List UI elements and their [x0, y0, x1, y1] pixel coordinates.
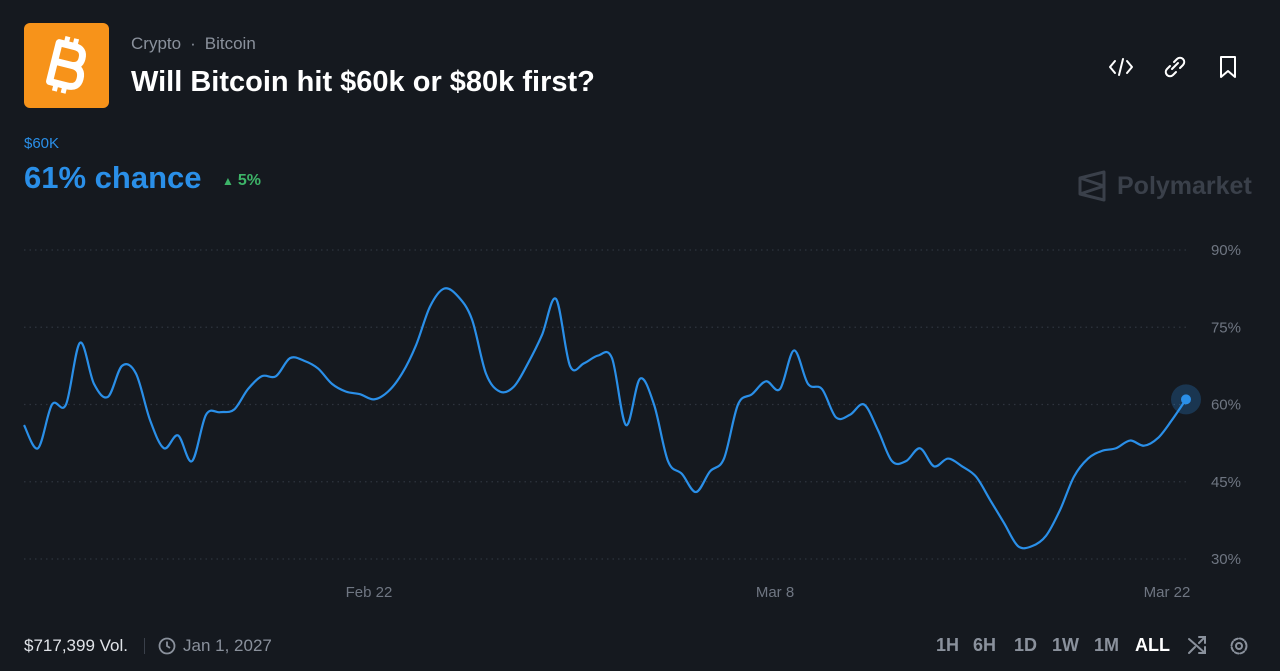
change: ▲ 5% — [222, 172, 262, 189]
range-button[interactable]: 1D — [1014, 635, 1038, 655]
x-tick-label: Mar 22 — [1144, 584, 1191, 601]
y-tick-label: 90% — [1211, 242, 1241, 259]
y-tick-label: 45% — [1211, 474, 1241, 491]
divider — [144, 638, 145, 654]
x-tick-label: Mar 8 — [756, 584, 794, 601]
chance: 61% chance — [24, 160, 202, 195]
change-value: 5% — [237, 172, 262, 189]
category-link[interactable]: Bitcoin — [204, 34, 256, 53]
range-button[interactable]: ALL — [1135, 635, 1170, 655]
end-date: Jan 1, 2027 — [183, 636, 272, 655]
last-point — [1181, 394, 1191, 405]
range-button[interactable]: 1H — [936, 635, 960, 655]
brand: Polymarket — [1117, 172, 1252, 200]
y-tick-label: 30% — [1211, 551, 1241, 568]
bookmark-button[interactable] — [1220, 56, 1236, 78]
breadcrumb: Crypto · Bitcoin — [131, 34, 256, 53]
category-link[interactable]: Crypto — [131, 34, 182, 53]
settings-button[interactable] — [1230, 637, 1248, 655]
x-tick-label: Feb 22 — [346, 584, 393, 601]
y-tick-label: 60% — [1211, 397, 1241, 414]
clock-icon — [158, 637, 176, 655]
range-button[interactable]: 1W — [1052, 635, 1079, 655]
volume: $717,399 Vol. — [24, 636, 128, 655]
action-icons — [1109, 56, 1236, 78]
link-button[interactable] — [1164, 56, 1186, 78]
y-tick-label: 75% — [1211, 319, 1241, 336]
outcome-label: $60K — [24, 135, 60, 152]
brand-logo — [1078, 170, 1106, 202]
market-title: Will Bitcoin hit $60k or $80k first? — [131, 66, 595, 98]
chart-tools — [1188, 636, 1248, 655]
embed-button[interactable] — [1109, 58, 1133, 76]
compare-button[interactable] — [1188, 636, 1206, 654]
bitcoin-icon — [24, 23, 109, 108]
series-line — [23, 287, 1187, 550]
range-button[interactable]: 6H — [973, 635, 997, 655]
range-button[interactable]: 1M — [1094, 635, 1120, 655]
